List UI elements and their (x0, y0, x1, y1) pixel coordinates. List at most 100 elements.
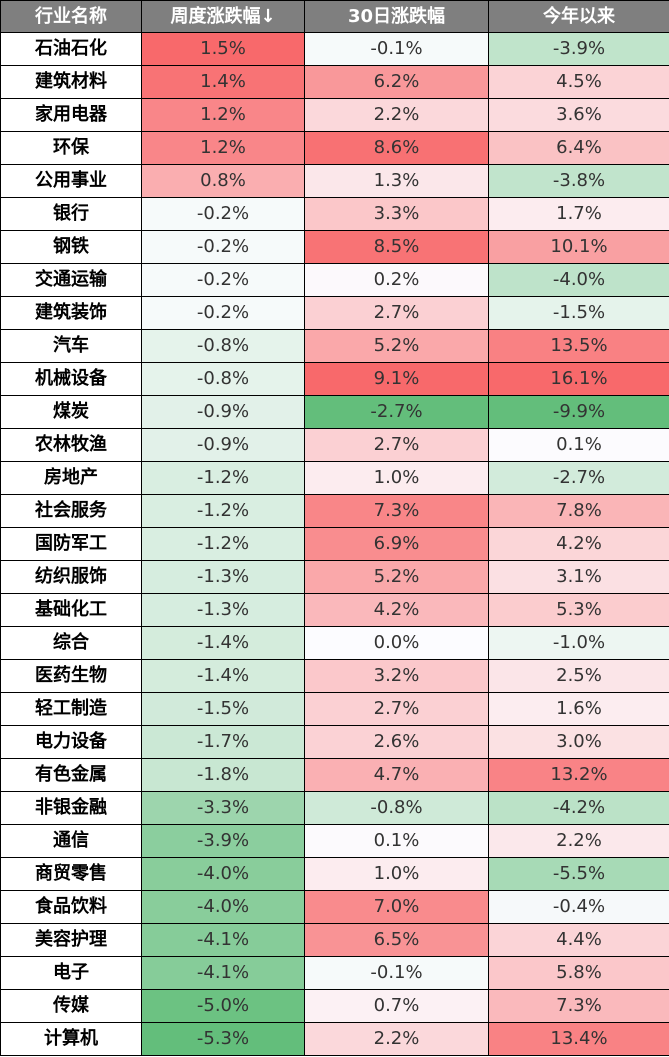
30day-change-cell: -2.7% (304, 395, 489, 429)
weekly-change-cell: -1.2% (141, 494, 305, 528)
ytd-change-cell: 13.4% (488, 1022, 669, 1056)
table-row: 建筑装饰 -0.2% 2.7% -1.5% (0, 296, 669, 330)
industry-name-cell: 社会服务 (0, 494, 142, 528)
30day-change-cell: 3.3% (304, 197, 489, 231)
table-row: 国防军工 -1.2% 6.9% 4.2% (0, 527, 669, 561)
30day-change-cell: 8.6% (304, 131, 489, 165)
industry-name-cell: 钢铁 (0, 230, 142, 264)
industry-name-cell: 机械设备 (0, 362, 142, 396)
weekly-change-cell: -1.3% (141, 560, 305, 594)
ytd-change-cell: -3.9% (488, 32, 669, 66)
ytd-change-cell: -1.5% (488, 296, 669, 330)
30day-change-cell: 0.1% (304, 824, 489, 858)
ytd-change-cell: 4.4% (488, 923, 669, 957)
30day-change-cell: 2.6% (304, 725, 489, 759)
header-weekly-change[interactable]: 周度涨跌幅↓ (141, 0, 305, 33)
ytd-change-cell: 3.0% (488, 725, 669, 759)
ytd-change-cell: 6.4% (488, 131, 669, 165)
ytd-change-cell: 4.5% (488, 65, 669, 99)
30day-change-cell: 1.0% (304, 461, 489, 495)
weekly-change-cell: -0.2% (141, 263, 305, 297)
weekly-change-cell: -0.2% (141, 296, 305, 330)
industry-name-cell: 非银金融 (0, 791, 142, 825)
weekly-change-cell: -0.2% (141, 230, 305, 264)
30day-change-cell: 5.2% (304, 329, 489, 363)
ytd-change-cell: -1.0% (488, 626, 669, 660)
table-row: 纺织服饰 -1.3% 5.2% 3.1% (0, 560, 669, 594)
table-row: 计算机 -5.3% 2.2% 13.4% (0, 1022, 669, 1056)
table-row: 家用电器 1.2% 2.2% 3.6% (0, 98, 669, 132)
table-row: 农林牧渔 -0.9% 2.7% 0.1% (0, 428, 669, 462)
weekly-change-cell: -1.3% (141, 593, 305, 627)
industry-name-cell: 公用事业 (0, 164, 142, 198)
30day-change-cell: 3.2% (304, 659, 489, 693)
ytd-change-cell: -4.0% (488, 263, 669, 297)
table-row: 基础化工 -1.3% 4.2% 5.3% (0, 593, 669, 627)
header-30day-change[interactable]: 30日涨跌幅 (304, 0, 489, 33)
30day-change-cell: -0.1% (304, 956, 489, 990)
30day-change-cell: -0.8% (304, 791, 489, 825)
30day-change-cell: 6.9% (304, 527, 489, 561)
industry-name-cell: 农林牧渔 (0, 428, 142, 462)
table-row: 综合 -1.4% 0.0% -1.0% (0, 626, 669, 660)
weekly-change-cell: -0.8% (141, 362, 305, 396)
ytd-change-cell: 13.2% (488, 758, 669, 792)
table-row: 钢铁 -0.2% 8.5% 10.1% (0, 230, 669, 264)
ytd-change-cell: -2.7% (488, 461, 669, 495)
30day-change-cell: 2.7% (304, 692, 489, 726)
ytd-change-cell: 13.5% (488, 329, 669, 363)
weekly-change-cell: 1.5% (141, 32, 305, 66)
industry-name-cell: 煤炭 (0, 395, 142, 429)
30day-change-cell: 4.2% (304, 593, 489, 627)
table-row: 交通运输 -0.2% 0.2% -4.0% (0, 263, 669, 297)
table-row: 建筑材料 1.4% 6.2% 4.5% (0, 65, 669, 99)
industry-name-cell: 商贸零售 (0, 857, 142, 891)
industry-name-cell: 国防军工 (0, 527, 142, 561)
table-header: 行业名称 周度涨跌幅↓ 30日涨跌幅 今年以来 (0, 0, 669, 33)
weekly-change-cell: -0.9% (141, 428, 305, 462)
weekly-change-cell: 1.2% (141, 131, 305, 165)
ytd-change-cell: 2.5% (488, 659, 669, 693)
weekly-change-cell: -4.1% (141, 956, 305, 990)
weekly-change-cell: -1.8% (141, 758, 305, 792)
30day-change-cell: 2.7% (304, 428, 489, 462)
header-ytd-change[interactable]: 今年以来 (488, 0, 669, 33)
weekly-change-cell: -4.0% (141, 890, 305, 924)
table-row: 商贸零售 -4.0% 1.0% -5.5% (0, 857, 669, 891)
30day-change-cell: 7.3% (304, 494, 489, 528)
industry-name-cell: 建筑材料 (0, 65, 142, 99)
weekly-change-cell: -5.0% (141, 989, 305, 1023)
weekly-change-cell: -4.0% (141, 857, 305, 891)
ytd-change-cell: 7.8% (488, 494, 669, 528)
table-row: 医药生物 -1.4% 3.2% 2.5% (0, 659, 669, 693)
ytd-change-cell: -4.2% (488, 791, 669, 825)
industry-name-cell: 交通运输 (0, 263, 142, 297)
industry-name-cell: 银行 (0, 197, 142, 231)
industry-name-cell: 美容护理 (0, 923, 142, 957)
industry-name-cell: 家用电器 (0, 98, 142, 132)
table-row: 机械设备 -0.8% 9.1% 16.1% (0, 362, 669, 396)
weekly-change-cell: 1.2% (141, 98, 305, 132)
industry-name-cell: 计算机 (0, 1022, 142, 1056)
weekly-change-cell: -1.7% (141, 725, 305, 759)
weekly-change-cell: -1.2% (141, 461, 305, 495)
weekly-change-cell: 0.8% (141, 164, 305, 198)
30day-change-cell: 2.2% (304, 1022, 489, 1056)
30day-change-cell: 7.0% (304, 890, 489, 924)
table-row: 房地产 -1.2% 1.0% -2.7% (0, 461, 669, 495)
ytd-change-cell: 1.7% (488, 197, 669, 231)
header-row: 行业名称 周度涨跌幅↓ 30日涨跌幅 今年以来 (0, 0, 669, 33)
weekly-change-cell: -0.9% (141, 395, 305, 429)
industry-name-cell: 石油石化 (0, 32, 142, 66)
30day-change-cell: 9.1% (304, 362, 489, 396)
ytd-change-cell: 5.8% (488, 956, 669, 990)
weekly-change-cell: -0.2% (141, 197, 305, 231)
industry-name-cell: 医药生物 (0, 659, 142, 693)
30day-change-cell: 6.5% (304, 923, 489, 957)
30day-change-cell: 2.7% (304, 296, 489, 330)
ytd-change-cell: 3.1% (488, 560, 669, 594)
industry-name-cell: 通信 (0, 824, 142, 858)
30day-change-cell: 8.5% (304, 230, 489, 264)
header-industry-name[interactable]: 行业名称 (0, 0, 142, 33)
